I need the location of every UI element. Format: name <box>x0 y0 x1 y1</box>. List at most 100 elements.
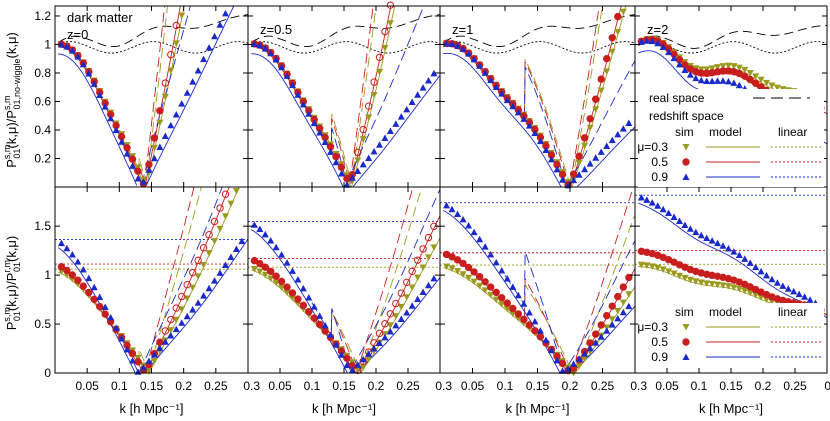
sim-point-mu0 <box>403 294 411 301</box>
sim-point-mu0 <box>419 264 427 271</box>
sim-point-mu2 <box>476 235 484 243</box>
sim-point-mu2 <box>414 295 422 302</box>
sim-point-mu2 <box>167 121 175 129</box>
sim-point-mu0 <box>614 28 622 36</box>
sim-point-mu1 <box>68 271 77 279</box>
sim-point-mu0 <box>256 268 264 276</box>
sim-point-mu0 <box>665 268 673 275</box>
sim-point-mu2 <box>575 171 583 178</box>
sim-point-mu0 <box>476 282 484 290</box>
sim-point-mu2 <box>665 48 673 56</box>
sim-point-mu2 <box>272 56 280 63</box>
sim-point-mu0 <box>581 142 589 150</box>
sim-point-mu2 <box>570 176 578 184</box>
sim-point-mu0 <box>381 44 389 52</box>
sim-point-mu0 <box>487 291 495 299</box>
sim-point-mu2 <box>625 119 633 127</box>
sim-point-mu2 <box>221 9 229 17</box>
sim-point-mu0 <box>370 91 378 99</box>
sim-point-mu1 <box>63 266 71 275</box>
sim-point-mu2 <box>531 129 539 137</box>
sim-point-mu2 <box>487 250 495 258</box>
sim-point-mu2 <box>392 120 400 127</box>
sim-point-mu2 <box>619 125 627 132</box>
sim-point-mu2 <box>112 324 120 331</box>
sim-point-mu2 <box>724 245 732 252</box>
sim-point-mu2 <box>581 350 589 357</box>
sim-point-mu0 <box>211 238 219 245</box>
sim-point-mu2 <box>386 127 394 135</box>
sim-point-mu2 <box>321 138 329 145</box>
sim-point-mu0 <box>703 280 711 287</box>
sim-point-mu0 <box>746 69 754 77</box>
sim-point-mu2 <box>381 333 389 341</box>
x-tick-label: 0.25 <box>396 379 420 393</box>
sim-point-mu2 <box>675 217 683 225</box>
sim-point-mu1 <box>509 304 517 313</box>
sim-point-mu2 <box>386 327 394 335</box>
sim-point-mu0 <box>359 136 367 143</box>
sim-point-mu1 <box>597 321 605 329</box>
sim-point-mu2 <box>603 327 611 334</box>
sim-point-mu2 <box>648 199 656 206</box>
y-tick-label: 1 <box>44 37 51 51</box>
sim-point-mu1 <box>381 27 389 36</box>
y-tick-label: 0.6 <box>34 94 51 108</box>
sim-point-mu2 <box>156 143 164 150</box>
sim-point-mu2 <box>283 259 291 266</box>
sim-point-mu2 <box>542 146 550 153</box>
sim-point-mu2 <box>465 50 473 57</box>
sim-point-mu2 <box>205 44 213 51</box>
sim-point-mu2 <box>123 150 131 157</box>
sim-point-mu2 <box>216 269 224 276</box>
sim-point-mu2 <box>250 40 258 47</box>
sim-point-mu0 <box>575 159 583 167</box>
sim-point-mu1 <box>408 267 416 276</box>
sim-point-mu1 <box>194 256 202 265</box>
sim-point-mu1 <box>597 75 605 83</box>
sim-point-mu2 <box>570 360 578 367</box>
sim-point-mu2 <box>675 60 683 68</box>
model-line-mu2 <box>638 202 827 319</box>
model-line-mu1 <box>251 215 440 373</box>
sim-point-mu2 <box>697 231 705 239</box>
sim-point-mu0 <box>454 268 462 275</box>
sim-point-mu0 <box>752 292 760 299</box>
sim-point-mu2 <box>85 274 93 282</box>
sim-point-mu2 <box>408 98 416 106</box>
sim-point-mu2 <box>337 351 345 358</box>
sim-point-mu2 <box>735 251 743 259</box>
dashed-line-mu2 <box>311 189 440 373</box>
sim-point-mu0 <box>250 265 258 273</box>
panel-label-dark-matter: dark matter <box>67 10 133 25</box>
sim-point-mu0 <box>448 265 456 273</box>
legend-background <box>638 89 824 187</box>
sim-point-mu1 <box>536 333 545 341</box>
y-tick-label: 1.5 <box>34 219 51 233</box>
sim-point-mu2 <box>692 74 700 82</box>
sim-point-mu2 <box>183 312 191 320</box>
sim-point-mu1 <box>128 349 137 358</box>
sim-point-mu2 <box>509 283 517 290</box>
sim-point-mu2 <box>129 162 137 169</box>
sim-point-mu1 <box>310 314 318 322</box>
sim-point-mu0 <box>424 254 432 261</box>
dashed-line-mu0 <box>504 214 635 373</box>
sim-point-mu2 <box>370 344 378 352</box>
panels-group: 0.2 0.4 0.6 0.8 1 1.2 dark matter z=0 z=0.5 z=1 z=… <box>34 1 830 416</box>
sim-point-mu1 <box>475 273 484 281</box>
sim-point-mu0 <box>386 20 394 27</box>
sim-point-mu1 <box>403 278 411 287</box>
sim-point-mu2 <box>227 253 235 260</box>
sim-point-mu2 <box>498 90 506 97</box>
sim-point-mu2 <box>498 266 506 274</box>
sim-point-mu1 <box>503 299 511 307</box>
sim-point-mu2 <box>443 201 450 209</box>
sim-point-mu1 <box>746 75 754 84</box>
legend-redshift-space: redshift space <box>649 109 724 123</box>
sim-point-mu1 <box>386 1 395 9</box>
sim-point-mu1 <box>381 319 389 328</box>
sim-point-mu2 <box>708 77 716 85</box>
sim-point-mu2 <box>476 62 484 69</box>
sim-point-mu0 <box>730 284 738 291</box>
